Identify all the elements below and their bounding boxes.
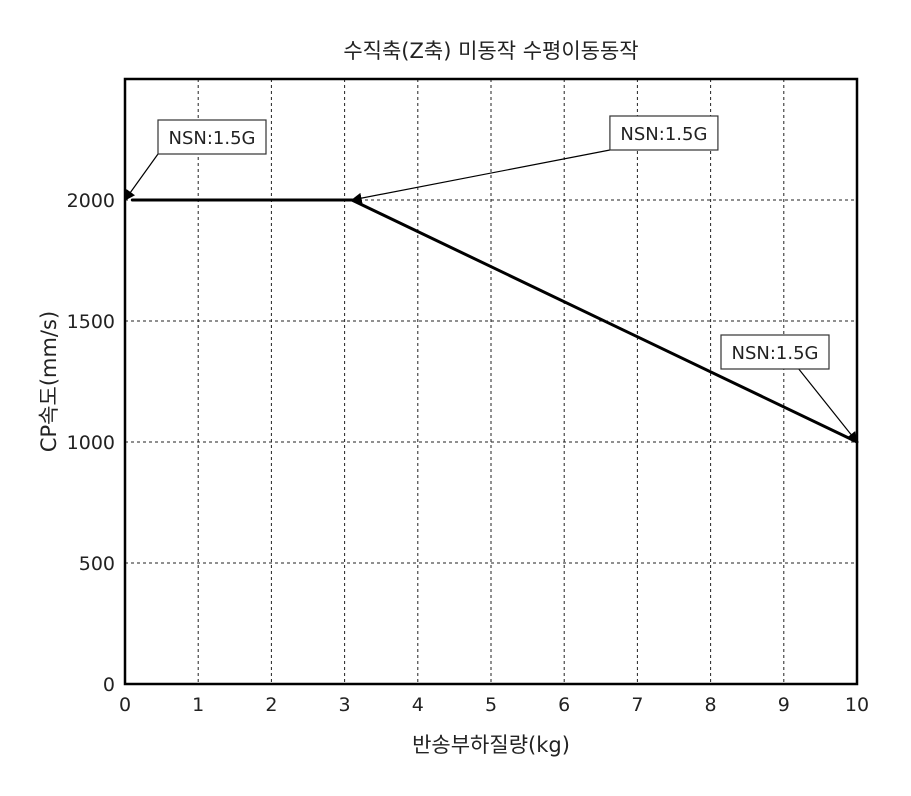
x-tick-label: 10: [845, 694, 869, 716]
annotation-arrow: [124, 153, 159, 201]
x-tick-label: 9: [778, 694, 790, 716]
tick-labels: 0 1 2 3 4 5 6 7 8 9 10 0 500 1000 1500 2000: [67, 190, 869, 716]
x-tick-label: 0: [119, 694, 131, 716]
x-tick-label: 4: [412, 694, 424, 716]
annotation-box: [157, 119, 267, 155]
data-point: [130, 198, 134, 202]
annotation-box: [609, 115, 719, 151]
y-tick-label: 2000: [67, 190, 115, 212]
y-tick-label: 1000: [67, 432, 115, 454]
x-tick-label: 7: [631, 694, 643, 716]
annotation-arrow: [350, 149, 611, 204]
x-tick-label: 5: [485, 694, 497, 716]
grid: [125, 79, 857, 684]
annotation-label: NSN:1.5G: [732, 343, 819, 364]
annotation-arrow: [798, 368, 858, 443]
annotation-box: [720, 334, 830, 370]
x-tick-label: 8: [705, 694, 717, 716]
chart-title: 수직축(Z축) 미동작 수평이동동작: [343, 39, 638, 63]
annotation-label: NSN:1.5G: [620, 124, 707, 145]
x-tick-label: 1: [192, 694, 204, 716]
y-tick-label: 0: [103, 674, 115, 696]
y-tick-label: 1500: [67, 311, 115, 333]
x-axis-label: 반송부하질량(kg): [412, 733, 570, 757]
y-tick-label: 500: [79, 553, 115, 575]
x-tick-label: 2: [265, 694, 277, 716]
annotation: NSN:1.5G: [124, 119, 267, 201]
x-tick-label: 6: [558, 694, 570, 716]
annotation: NSN:1.5G: [720, 334, 858, 443]
annotations: NSN:1.5G NSN:1.5G NSN:1.5G: [124, 115, 858, 443]
x-tick-label: 3: [339, 694, 351, 716]
plot-frame: [123, 77, 859, 686]
annotation-label: NSN:1.5G: [169, 128, 256, 149]
annotation: NSN:1.5G: [350, 115, 719, 204]
y-axis-label: CP속도(mm/s): [37, 311, 61, 452]
